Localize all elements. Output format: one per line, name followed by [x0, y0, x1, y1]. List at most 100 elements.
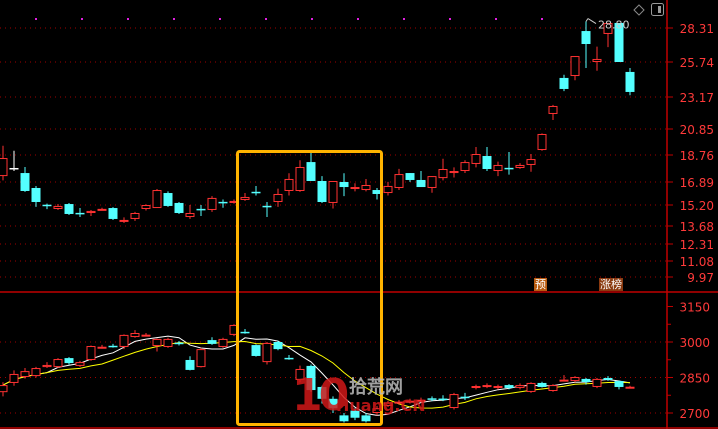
- period-marker-dot: [127, 18, 129, 20]
- price-candle-up: [0, 158, 8, 177]
- price-candle-up: [515, 164, 525, 168]
- index-candle-down: [537, 382, 547, 387]
- index-candle-up: [196, 349, 206, 368]
- index-candle-up: [449, 394, 459, 409]
- index-candle-down: [185, 359, 195, 370]
- index-candle-up: [559, 379, 569, 382]
- price-candle-down: [581, 31, 591, 45]
- index-candle-up: [405, 400, 415, 403]
- y-tick-label: 15.20: [680, 199, 714, 213]
- price-candle-down: [317, 180, 327, 203]
- period-marker-dot: [403, 18, 405, 20]
- price-candle-up: [295, 166, 305, 191]
- price-candle-up: [570, 56, 580, 77]
- price-candle-up: [603, 22, 613, 34]
- index-candle-down: [64, 358, 74, 364]
- index-candle-up: [515, 385, 525, 388]
- price-candle-down: [416, 179, 426, 188]
- index-candle-up: [482, 385, 492, 388]
- price-candle-down: [372, 190, 382, 194]
- price-candle-up: [526, 159, 536, 165]
- index-candle-up: [130, 333, 140, 338]
- price-candle-down: [218, 201, 228, 204]
- index-candle-up: [416, 399, 426, 402]
- index-candle-up: [97, 346, 107, 349]
- price-candle-down: [31, 187, 41, 203]
- index-candle-down: [251, 345, 261, 356]
- index-candle-up: [86, 346, 96, 360]
- watermark-site-cn: 拾荒网: [349, 377, 403, 398]
- y-tick-label: 16.89: [680, 176, 714, 190]
- y-tick-label: 25.74: [680, 56, 714, 70]
- price-candle-down: [482, 156, 492, 170]
- index-candle-down: [581, 378, 591, 382]
- index-candle-up: [9, 373, 19, 383]
- price-candle-up: [449, 171, 459, 174]
- period-marker-dot: [81, 18, 83, 20]
- index-candle-down: [438, 398, 448, 401]
- period-marker-dot: [35, 18, 37, 20]
- index-candle-down: [350, 410, 360, 418]
- y-tick-label: 3000: [679, 336, 710, 350]
- price-candle-down: [306, 162, 316, 181]
- highlight-box: [236, 150, 383, 426]
- price-candle-down: [559, 77, 569, 89]
- price-candle-up: [185, 213, 195, 218]
- forecast-marker[interactable]: 预: [534, 278, 547, 291]
- price-candle-up: [284, 178, 294, 191]
- index-candle-up: [262, 342, 272, 363]
- price-candle-down: [196, 208, 206, 211]
- index-candle-up: [295, 368, 305, 380]
- y-tick-label: 13.68: [680, 220, 714, 234]
- y-tick-label: 20.85: [680, 123, 714, 137]
- high-annotation-label: 28.80: [598, 19, 630, 32]
- price-candle-up: [350, 187, 360, 190]
- index-candle-up: [42, 364, 52, 368]
- index-candle-up: [218, 338, 228, 347]
- period-marker-dot: [449, 18, 451, 20]
- price-candle-up: [493, 164, 503, 172]
- watermark-logo: 10 拾荒网 Huang.CN: [292, 370, 432, 426]
- index-candle-up: [625, 386, 635, 389]
- index-candle-up: [31, 368, 41, 377]
- period-marker-dot: [357, 18, 359, 20]
- diamond-icon[interactable]: [633, 4, 645, 16]
- index-candle-up: [383, 402, 393, 406]
- index-candle-up: [0, 385, 8, 393]
- price-candle-up: [141, 205, 151, 210]
- y-tick-label: 12.31: [680, 238, 714, 252]
- index-candle-down: [427, 398, 437, 400]
- ma10-line: [2, 340, 631, 409]
- price-candle-up: [152, 190, 162, 209]
- index-candle-down: [174, 342, 184, 345]
- index-candle-up: [119, 334, 129, 347]
- limit-up-list-marker[interactable]: 涨榜: [599, 278, 623, 291]
- period-marker-dot: [311, 18, 313, 20]
- price-candle-down: [339, 182, 349, 188]
- period-marker-dot: [495, 18, 497, 20]
- index-candle-down: [603, 377, 613, 380]
- index-candle-up: [526, 382, 536, 392]
- y-tick-label: 3150: [679, 301, 710, 315]
- index-candle-up: [20, 371, 30, 378]
- period-marker-dot: [265, 18, 267, 20]
- panel-toggle-icon[interactable]: [651, 3, 664, 16]
- index-candle-up: [53, 359, 63, 368]
- price-candle-up: [548, 105, 558, 114]
- price-candle-down: [504, 167, 514, 170]
- index-candle-up: [163, 338, 173, 347]
- price-candle-up: [427, 176, 437, 188]
- period-marker-dot: [541, 18, 543, 20]
- price-candle-flat: [9, 167, 19, 170]
- price-candle-down: [64, 204, 74, 214]
- index-candle-up: [493, 386, 503, 389]
- price-candle-down: [625, 71, 635, 92]
- price-candle-down: [163, 193, 173, 206]
- price-candle-up: [471, 154, 481, 164]
- index-candle-up: [570, 377, 580, 382]
- price-candle-up: [592, 58, 602, 63]
- index-candle-down: [207, 340, 217, 344]
- index-candle-down: [328, 398, 338, 409]
- price-candle-down: [614, 22, 624, 62]
- index-candle-down: [240, 331, 250, 334]
